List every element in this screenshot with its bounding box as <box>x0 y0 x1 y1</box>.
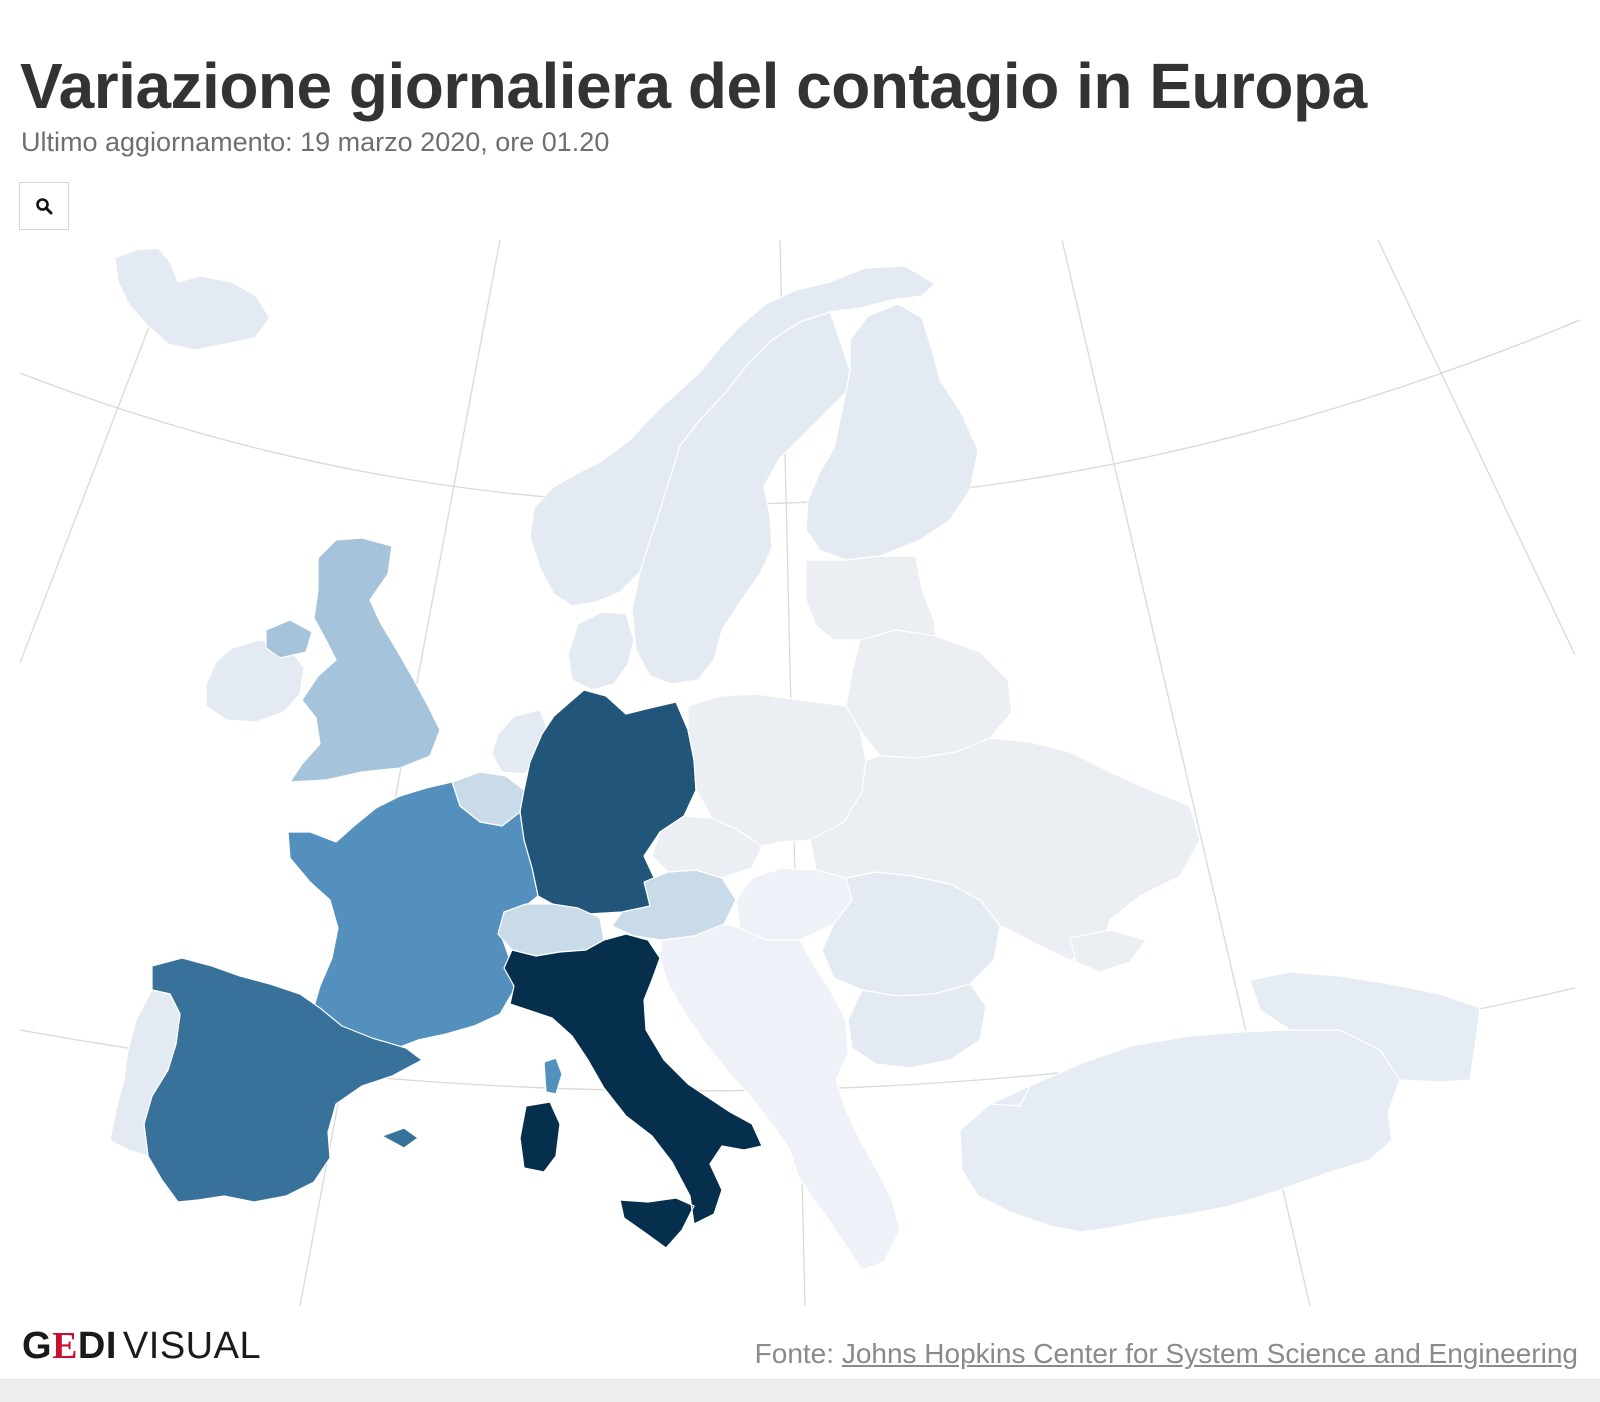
country-portugal[interactable] <box>109 989 181 1157</box>
country-sweden[interactable] <box>631 311 851 685</box>
graticule-meridian-1 <box>19 297 161 664</box>
search-icon <box>36 198 53 215</box>
europe-map <box>19 239 1581 1306</box>
country-italy[interactable] <box>503 933 763 1249</box>
gedi-visual-logo: GEDI VISUAL <box>22 1324 261 1368</box>
logo-letters-di: DI <box>77 1325 117 1367</box>
logo-letter-e: E <box>52 1325 78 1367</box>
country-finland[interactable] <box>805 303 979 561</box>
country-turkey[interactable] <box>959 1029 1401 1233</box>
bottom-bar <box>0 1379 1600 1402</box>
country-ukraine[interactable] <box>809 737 1201 961</box>
country-bulgaria[interactable] <box>847 983 987 1069</box>
country-crimea[interactable] <box>1069 929 1147 973</box>
country-france[interactable] <box>287 781 563 1095</box>
country-denmark[interactable] <box>567 611 635 691</box>
footer: GEDI VISUAL Fonte: Johns Hopkins Center f… <box>0 1306 1600 1380</box>
countries <box>109 247 1481 1271</box>
source-prefix: Fonte: <box>754 1338 842 1369</box>
country-iceland[interactable] <box>114 247 271 351</box>
map-area <box>0 236 1600 1306</box>
graticule-meridian-5 <box>1377 239 1576 656</box>
source-link[interactable]: Johns Hopkins Center for System Science … <box>841 1338 1578 1369</box>
country-czechia[interactable] <box>651 815 763 879</box>
country-united-kingdom[interactable] <box>265 537 441 783</box>
logo-letter-g: G <box>22 1325 53 1367</box>
country-balkans[interactable] <box>659 923 901 1271</box>
graticule-meridian-2 <box>299 239 501 1306</box>
country-caucasus[interactable] <box>1249 971 1481 1083</box>
logo-word-visual: VISUAL <box>122 1325 262 1367</box>
page-title: Variazione giornaliera del contagio in E… <box>20 50 1367 122</box>
source-credit: Fonte: Johns Hopkins Center for System S… <box>755 1336 1578 1372</box>
country-baltics[interactable] <box>805 555 937 641</box>
last-updated: Ultimo aggiornamento: 19 marzo 2020, ore… <box>21 127 610 157</box>
graticule-parallel-north <box>19 319 1581 505</box>
zoom-button[interactable] <box>19 182 69 230</box>
